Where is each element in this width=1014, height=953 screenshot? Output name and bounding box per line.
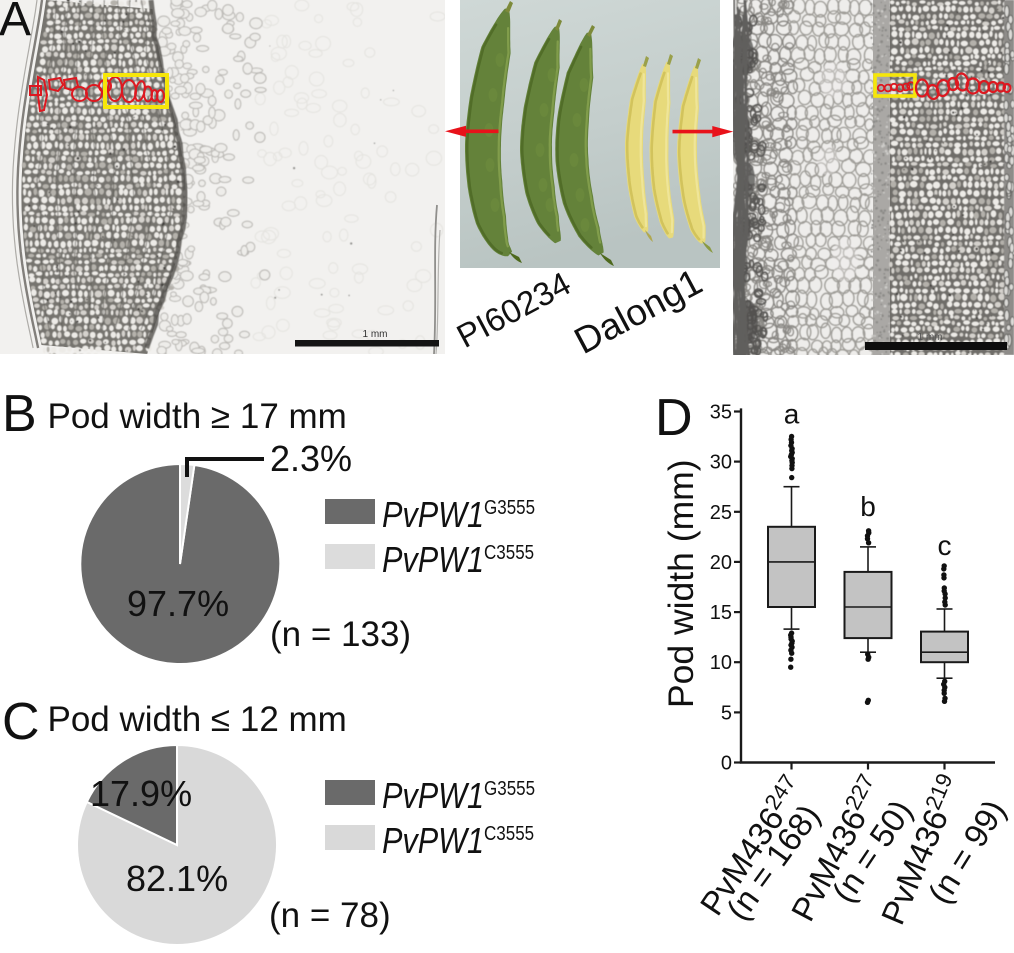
svg-text:1 mm: 1 mm	[363, 329, 388, 340]
svg-text:35: 35	[710, 402, 732, 424]
svg-text:30: 30	[710, 452, 732, 474]
svg-text:0: 0	[721, 753, 732, 775]
svg-text:20: 20	[710, 552, 732, 574]
svg-text:15: 15	[710, 602, 732, 624]
svg-text:b: b	[860, 491, 876, 522]
svg-text:25: 25	[710, 502, 732, 524]
svg-text:1 mm: 1 mm	[918, 332, 943, 343]
svg-text:c: c	[938, 530, 952, 561]
svg-text:5: 5	[721, 702, 732, 724]
svg-text:10: 10	[710, 652, 732, 674]
svg-text:a: a	[784, 399, 800, 430]
